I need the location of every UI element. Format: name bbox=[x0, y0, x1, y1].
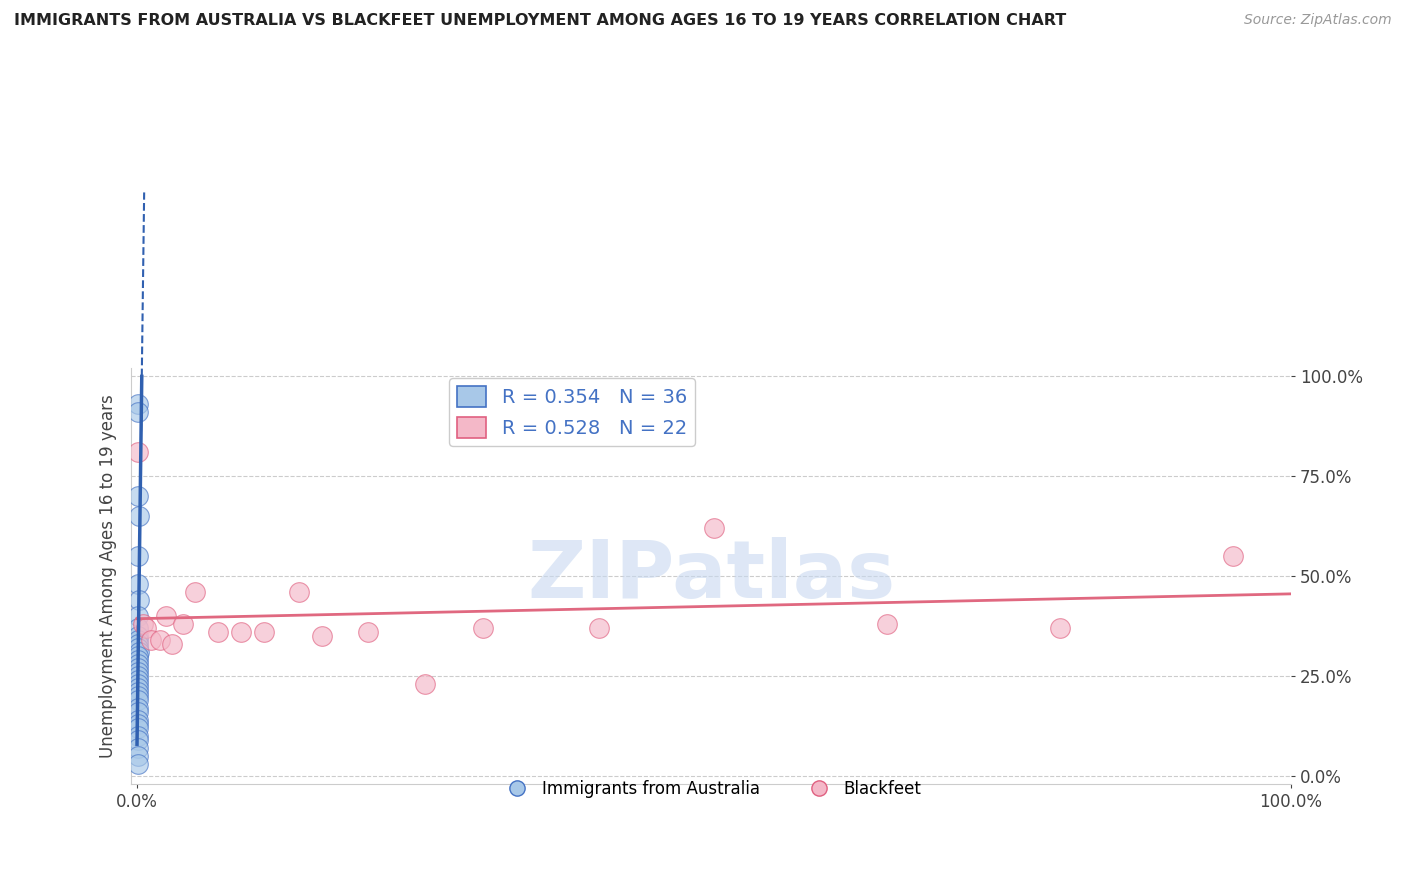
Point bbox=[127, 701, 149, 715]
Point bbox=[128, 509, 150, 524]
Point bbox=[127, 397, 149, 411]
Point bbox=[160, 637, 183, 651]
Point bbox=[127, 677, 149, 691]
Point bbox=[127, 637, 149, 651]
Point bbox=[127, 665, 149, 679]
Point bbox=[127, 673, 149, 687]
Point bbox=[127, 549, 149, 563]
Point bbox=[139, 632, 162, 647]
Point bbox=[127, 632, 149, 647]
Point bbox=[1049, 621, 1071, 635]
Point bbox=[287, 585, 309, 599]
Point bbox=[127, 661, 149, 675]
Point bbox=[311, 629, 333, 643]
Point bbox=[127, 489, 149, 503]
Point bbox=[415, 677, 437, 691]
Point bbox=[127, 669, 149, 683]
Point bbox=[703, 521, 725, 535]
Point bbox=[127, 577, 149, 591]
Point bbox=[1222, 549, 1244, 563]
Point bbox=[127, 716, 149, 731]
Point bbox=[127, 657, 149, 671]
Point bbox=[132, 617, 155, 632]
Point bbox=[149, 632, 172, 647]
Point bbox=[127, 705, 149, 719]
Point bbox=[127, 732, 149, 747]
Point bbox=[127, 740, 149, 755]
Point bbox=[127, 689, 149, 703]
Point bbox=[127, 405, 149, 419]
Point bbox=[127, 756, 149, 771]
Point bbox=[172, 617, 194, 632]
Point bbox=[135, 621, 157, 635]
Point bbox=[127, 713, 149, 727]
Point bbox=[127, 445, 149, 459]
Point bbox=[127, 693, 149, 707]
Point bbox=[127, 729, 149, 743]
Point bbox=[127, 621, 149, 635]
Point bbox=[127, 681, 149, 695]
Text: Source: ZipAtlas.com: Source: ZipAtlas.com bbox=[1244, 13, 1392, 28]
Point bbox=[127, 721, 149, 735]
Legend: Immigrants from Australia, Blackfeet: Immigrants from Australia, Blackfeet bbox=[494, 773, 928, 805]
Point bbox=[155, 609, 177, 624]
Point bbox=[253, 624, 276, 639]
Text: IMMIGRANTS FROM AUSTRALIA VS BLACKFEET UNEMPLOYMENT AMONG AGES 16 TO 19 YEARS CO: IMMIGRANTS FROM AUSTRALIA VS BLACKFEET U… bbox=[14, 13, 1066, 29]
Point bbox=[229, 624, 252, 639]
Point bbox=[876, 617, 898, 632]
Point bbox=[357, 624, 380, 639]
Point bbox=[183, 585, 205, 599]
Point bbox=[207, 624, 229, 639]
Point bbox=[128, 593, 150, 607]
Point bbox=[588, 621, 610, 635]
Point bbox=[127, 640, 149, 655]
Text: ZIPatlas: ZIPatlas bbox=[527, 537, 896, 615]
Point bbox=[127, 748, 149, 763]
Y-axis label: Unemployment Among Ages 16 to 19 years: Unemployment Among Ages 16 to 19 years bbox=[100, 394, 117, 758]
Point bbox=[127, 653, 149, 667]
Point bbox=[127, 648, 149, 663]
Point bbox=[127, 685, 149, 699]
Point bbox=[472, 621, 495, 635]
Point bbox=[127, 629, 149, 643]
Point bbox=[128, 645, 150, 659]
Point bbox=[127, 609, 149, 624]
